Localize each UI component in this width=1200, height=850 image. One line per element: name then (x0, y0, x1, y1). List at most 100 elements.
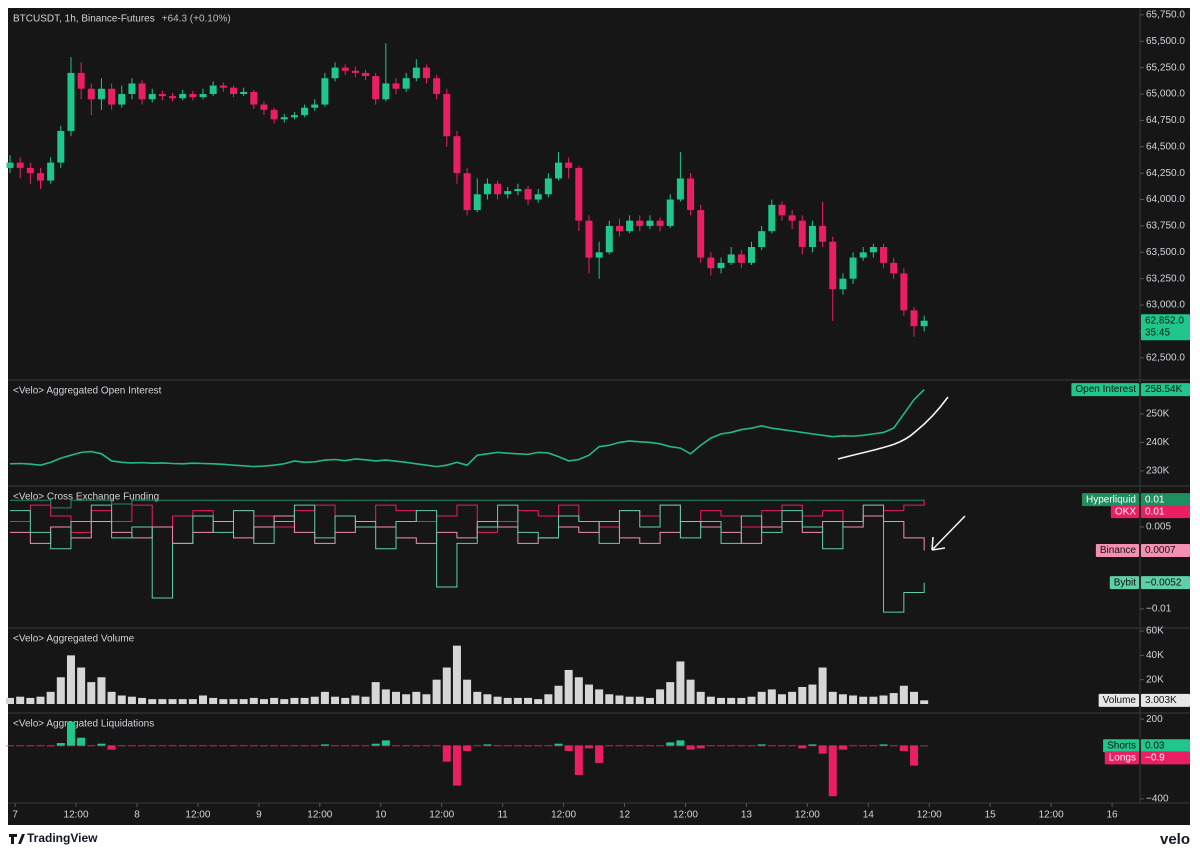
y-tick-label: 200 (1146, 714, 1163, 725)
candle-body (829, 241, 837, 290)
bar (625, 696, 634, 705)
value-badge (1141, 314, 1190, 341)
annotation-curve (837, 396, 949, 460)
bar (808, 684, 817, 705)
brand: TradingView (27, 831, 98, 845)
bar (16, 696, 25, 705)
bar (788, 745, 797, 747)
funding-line (10, 499, 925, 509)
annotation-arrow (931, 515, 966, 551)
bar (209, 745, 218, 747)
name-badge (1104, 751, 1139, 765)
bar (432, 679, 441, 705)
bar (920, 745, 929, 747)
candle-body (473, 194, 481, 211)
bar (188, 745, 197, 746)
x-tick-label: 12:00 (429, 810, 454, 821)
bar (6, 697, 15, 705)
bar (910, 745, 919, 746)
bar (97, 677, 106, 705)
y-tick-label: 40K (1146, 650, 1164, 661)
bar (808, 745, 817, 747)
candle-body (555, 162, 563, 179)
panel-title: <Velo> Cross Exchange Funding (13, 492, 159, 503)
bar (767, 689, 776, 705)
bar (6, 745, 15, 747)
bar (564, 669, 573, 705)
bar (361, 745, 370, 747)
bar (209, 697, 218, 705)
candle-body (402, 78, 410, 89)
bar (767, 745, 776, 746)
bar (138, 697, 147, 705)
bar (534, 699, 543, 705)
bar (869, 745, 878, 746)
bar (381, 745, 390, 747)
panel-title: BTCUSDT, 1h, Binance-Futures (13, 14, 155, 25)
candle-body (656, 220, 664, 226)
bar (66, 721, 75, 746)
bar (158, 745, 167, 747)
bar (838, 694, 847, 705)
bar (727, 697, 736, 705)
bar (46, 691, 55, 705)
bar (879, 744, 888, 746)
x-tick-label: 11 (497, 810, 508, 821)
bar (158, 699, 167, 705)
bar (899, 685, 908, 705)
x-tick-label: 16 (1107, 810, 1119, 821)
bar (46, 745, 55, 747)
y-tick-label: 62,500.0 (1146, 352, 1185, 363)
y-tick-label: 60K (1146, 626, 1164, 637)
bar (767, 745, 776, 747)
bar (899, 745, 908, 746)
oi-line (10, 389, 925, 468)
candle-body (97, 88, 105, 100)
value-badge (1141, 751, 1190, 765)
bar (493, 745, 502, 747)
bar (117, 745, 126, 746)
bar (727, 745, 736, 746)
bar (849, 695, 858, 705)
y-tick-label: 64,750.0 (1146, 115, 1185, 126)
bar (239, 745, 248, 746)
bar (199, 745, 208, 747)
bar (331, 696, 340, 705)
candle-body (351, 70, 359, 73)
bar (635, 696, 644, 705)
name-badge-text: Hyperliquid (1086, 494, 1136, 505)
bar (747, 696, 756, 705)
bar (544, 745, 553, 746)
bar (168, 745, 177, 747)
bar (56, 743, 65, 746)
bar (381, 740, 390, 746)
candle-body (158, 94, 166, 97)
bar (828, 745, 837, 797)
bar (117, 695, 126, 705)
name-badge (1109, 576, 1139, 590)
bar (402, 745, 411, 746)
x-tick-label: 9 (256, 810, 262, 821)
bar (503, 745, 512, 747)
bar (381, 689, 390, 705)
value-badge-text: 0.01 (1145, 494, 1165, 505)
bar (777, 745, 786, 747)
bar (77, 667, 86, 705)
bar (574, 745, 583, 746)
bar (77, 745, 86, 747)
candle-body (138, 83, 146, 100)
bar (645, 745, 654, 746)
bar (757, 745, 766, 747)
bar (56, 677, 65, 705)
x-tick-label: 12:00 (673, 810, 698, 821)
bar (432, 745, 441, 747)
bar (757, 691, 766, 705)
bar (889, 745, 898, 747)
bar (544, 694, 553, 705)
candle-body (524, 188, 532, 200)
name-badge-text: Longs (1109, 752, 1136, 763)
bar (199, 695, 208, 705)
bar (432, 745, 441, 746)
bar (859, 696, 868, 705)
value-badge-text: 0.01 (1145, 506, 1165, 517)
